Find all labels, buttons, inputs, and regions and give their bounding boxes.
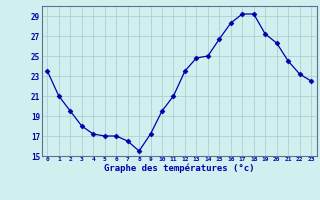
X-axis label: Graphe des températures (°c): Graphe des températures (°c) <box>104 164 254 173</box>
